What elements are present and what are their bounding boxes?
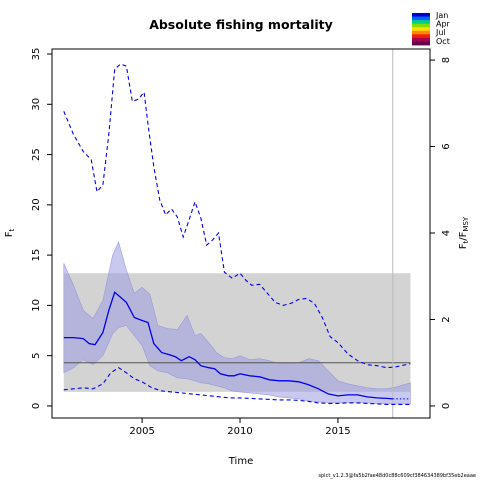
- plot-area: [51, 48, 431, 419]
- chart-title: Absolute fishing mortality: [149, 17, 333, 32]
- x-tick-label: 2005: [129, 426, 154, 437]
- y-right-tick-label: 0: [441, 403, 452, 409]
- y-axis-right-label-den: F: [458, 231, 469, 237]
- y-tick-label: 30: [31, 98, 42, 111]
- x-tick-label: 2010: [227, 426, 252, 437]
- legend-label: Jan: [435, 11, 448, 20]
- x-axis-label: Time: [228, 456, 253, 467]
- y-axis-right-label-slash: /: [458, 237, 469, 241]
- x-axis: 2005 2010 2015: [129, 418, 351, 437]
- y-axis-right-label-num-sub: t: [462, 240, 470, 243]
- legend-label: Apr: [436, 20, 451, 29]
- lower-ci-dashed-line: [63, 367, 411, 405]
- y-tick-label: 15: [31, 249, 42, 262]
- legend-color-swatch: [412, 23, 430, 28]
- y-axis-label-sub: t: [8, 228, 16, 231]
- estimate-line: [63, 291, 393, 400]
- y-right-tick-label: 4: [441, 230, 452, 236]
- legend-color-swatch: [412, 37, 430, 42]
- legend-color-swatch: [412, 34, 430, 39]
- y-tick-label: 20: [31, 198, 42, 211]
- y-tick-label: 35: [31, 48, 42, 61]
- y-axis-right: 0 2 4 6 8: [430, 57, 452, 409]
- legend-color-swatch: [412, 16, 430, 21]
- y-tick-label: 0: [31, 403, 42, 409]
- legend-color-swatch: [412, 41, 430, 46]
- y-right-tick-label: 8: [441, 57, 452, 63]
- y-axis: 0 5 10 15 20 25 30 35: [31, 48, 52, 409]
- legend-label: Oct: [436, 37, 450, 46]
- y-axis-right-label: Ft/FMSY: [458, 216, 470, 249]
- y-right-tick-label: 6: [441, 143, 452, 149]
- legend-color-swatch: [412, 30, 430, 35]
- y-axis-right-label-num: F: [458, 243, 469, 249]
- y-axis-label-main: F: [4, 231, 15, 237]
- upper-ci-dashed-line: [63, 63, 411, 369]
- y-axis-right-label-den-sub: MSY: [462, 216, 470, 231]
- legend-color-swatch: [412, 20, 430, 25]
- legend-color-swatch: [412, 13, 430, 17]
- x-tick-label: 2015: [325, 426, 350, 437]
- footer-version: spict_v1.2.3@fa5b2fae48d0c88c609cf384634…: [318, 473, 476, 479]
- y-tick-label: 25: [31, 148, 42, 161]
- y-right-tick-label: 2: [441, 316, 452, 322]
- y-tick-label: 5: [31, 353, 42, 359]
- plot-frame: [51, 48, 431, 419]
- y-axis-label: Ft: [4, 228, 16, 237]
- estimate-ci-band: [63, 241, 411, 405]
- y-tick-label: 10: [31, 299, 42, 312]
- legend-color-swatch: [412, 27, 430, 32]
- legend-label: Jul: [435, 28, 446, 37]
